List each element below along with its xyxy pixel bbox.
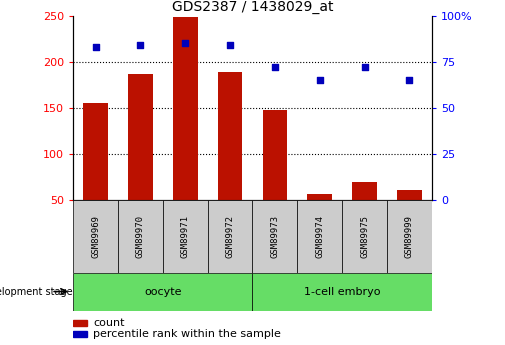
Point: [406, 77, 414, 83]
Point: [316, 77, 324, 83]
Point: [361, 65, 369, 70]
Text: oocyte: oocyte: [144, 287, 182, 296]
Title: GDS2387 / 1438029_at: GDS2387 / 1438029_at: [172, 0, 333, 14]
Bar: [118, 200, 163, 273]
Text: GSM89999: GSM89999: [405, 215, 414, 258]
Bar: [208, 200, 252, 273]
Point: [181, 40, 189, 46]
Bar: [297, 200, 342, 273]
Bar: [173, 17, 197, 200]
Text: GSM89972: GSM89972: [226, 215, 235, 258]
Text: GSM89969: GSM89969: [91, 215, 100, 258]
Bar: [83, 103, 108, 200]
Bar: [252, 200, 297, 273]
Bar: [73, 273, 252, 310]
Bar: [308, 194, 332, 200]
Text: GSM89973: GSM89973: [270, 215, 279, 258]
Bar: [352, 181, 377, 200]
Bar: [263, 110, 287, 200]
Bar: [73, 200, 118, 273]
Text: GSM89974: GSM89974: [315, 215, 324, 258]
Bar: [73, 320, 87, 326]
Bar: [342, 200, 387, 273]
Bar: [163, 200, 208, 273]
Point: [136, 42, 144, 48]
Point: [226, 42, 234, 48]
Bar: [397, 190, 422, 200]
Text: count: count: [93, 318, 125, 328]
Point: [271, 65, 279, 70]
Text: GSM89975: GSM89975: [360, 215, 369, 258]
Bar: [73, 331, 87, 337]
Text: percentile rank within the sample: percentile rank within the sample: [93, 329, 281, 339]
Text: 1-cell embryo: 1-cell embryo: [304, 287, 380, 296]
Point: [91, 44, 99, 50]
Bar: [218, 72, 242, 200]
Bar: [128, 74, 153, 200]
Bar: [387, 200, 432, 273]
Text: GSM89971: GSM89971: [181, 215, 190, 258]
Text: development stage: development stage: [0, 287, 73, 296]
Bar: [252, 273, 432, 310]
Text: GSM89970: GSM89970: [136, 215, 145, 258]
